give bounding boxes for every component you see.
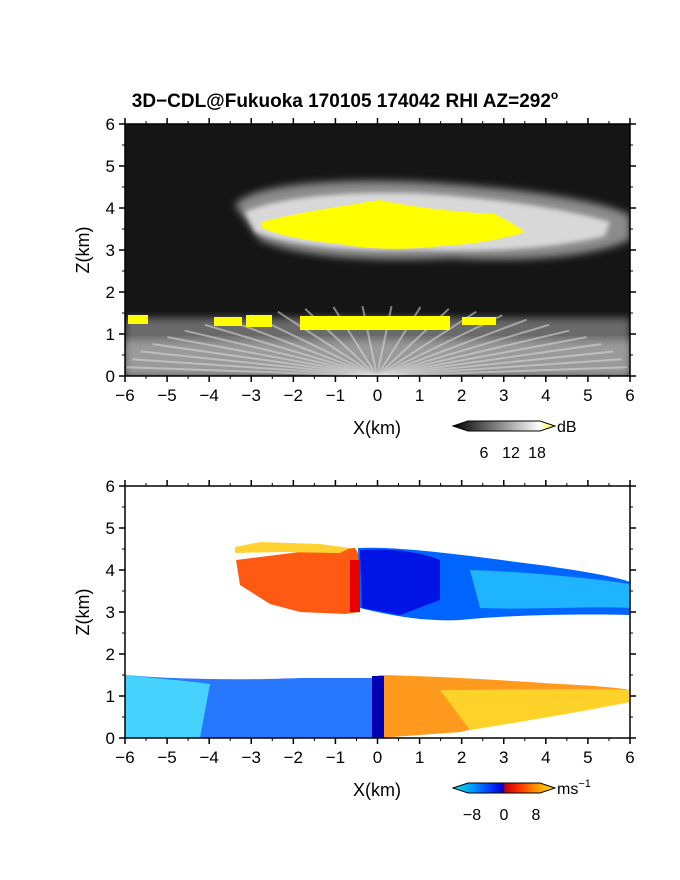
- colorbar-tick: 0: [500, 807, 509, 824]
- x-tick-label: −4: [199, 748, 218, 767]
- x-tick-label: 6: [625, 386, 634, 405]
- x-tick-label: 3: [499, 386, 508, 405]
- y-tick-label: 3: [106, 241, 115, 260]
- y-tick-label: 3: [106, 603, 115, 622]
- scan-ray: [152, 343, 378, 376]
- upper-negative-core: [360, 549, 440, 615]
- saturated-lower: [214, 317, 242, 326]
- x-tick-label: 5: [583, 748, 592, 767]
- x-tick-label: −6: [115, 386, 134, 405]
- x-tick-label: −6: [115, 748, 134, 767]
- y-tick-label: 2: [106, 645, 115, 664]
- upper-positive-velocity: [236, 548, 362, 614]
- y-tick-label: 6: [106, 115, 115, 134]
- scan-ray: [126, 366, 378, 376]
- upper-shear-line: [350, 560, 360, 612]
- scan-ray: [376, 366, 628, 376]
- lower-negative-fringe: [125, 675, 210, 738]
- colorbar-tick: 6: [480, 445, 489, 462]
- colorbar-dB: dB 6 12 18: [451, 419, 577, 462]
- scan-ray: [376, 310, 477, 376]
- zero-velocity-line: [372, 676, 384, 738]
- saturated-lower: [300, 316, 450, 330]
- y-tick-label: 0: [106, 729, 115, 748]
- colorbar-unit: ms−1: [557, 778, 591, 798]
- colorbar-unit: dB: [557, 419, 577, 436]
- colorbar-velocity-scale: [451, 782, 557, 794]
- colorbar-tick: 18: [528, 445, 546, 462]
- y-tick-label: 5: [106, 157, 115, 176]
- scan-ray: [140, 350, 378, 376]
- x-axis-label: X(km): [353, 780, 401, 800]
- scan-ray: [184, 329, 378, 376]
- x-tick-label: 2: [457, 386, 466, 405]
- scan-ray: [251, 314, 378, 376]
- colorbar-tick: −8: [463, 807, 481, 824]
- scan-ray: [376, 343, 602, 376]
- x-tick-label: 4: [541, 748, 550, 767]
- y-tick-label: 4: [106, 561, 115, 580]
- x-tick-label: 3: [499, 748, 508, 767]
- scan-ray: [376, 314, 503, 376]
- x-tick-label: 4: [541, 386, 550, 405]
- y-axis-label: Z(km): [73, 589, 93, 636]
- y-tick-label: 4: [106, 199, 115, 218]
- scan-ray: [376, 329, 570, 376]
- scan-ray: [376, 358, 622, 376]
- scan-ray: [376, 323, 550, 376]
- scan-ray: [226, 318, 378, 376]
- axes-bottom: −6 −5 −4 −3 −2 −1 0 1 2 3 4 5 6 0 1 2 3 4 5 6: [106, 477, 636, 767]
- y-tick-label: 2: [106, 283, 115, 302]
- x-tick-label: 6: [625, 748, 634, 767]
- scan-ray: [132, 358, 378, 376]
- y-tick-label: 0: [106, 367, 115, 386]
- reflectivity-field: [125, 124, 630, 376]
- scan-ray: [376, 318, 528, 376]
- colorbar-velocity: ms−1 −8 0 8: [451, 778, 591, 824]
- lower-positive-fringe: [440, 689, 630, 730]
- saturated-upper: [262, 200, 525, 249]
- y-tick-label: 6: [106, 477, 115, 496]
- upper-negative-fringe: [470, 570, 630, 609]
- y-tick-label: 1: [106, 325, 115, 344]
- x-tick-label: −5: [157, 748, 176, 767]
- x-tick-label: −1: [326, 386, 345, 405]
- x-tick-label: 5: [583, 386, 592, 405]
- x-tick-label: 1: [415, 748, 424, 767]
- x-tick-label: −3: [242, 386, 261, 405]
- scan-ray: [167, 336, 378, 376]
- x-tick-label: −1: [326, 748, 345, 767]
- y-axis-label: Z(km): [73, 227, 93, 274]
- colorbar-dB-scale: [451, 420, 557, 432]
- x-tick-label: 1: [415, 386, 424, 405]
- scan-ray: [376, 350, 614, 376]
- scan-ray: [204, 323, 378, 376]
- x-tick-label: −5: [157, 386, 176, 405]
- scan-ray: [277, 310, 378, 376]
- x-tick-label: −3: [242, 748, 261, 767]
- x-tick-label: −4: [199, 386, 218, 405]
- saturated-lower: [246, 315, 272, 327]
- velocity-field: [125, 486, 630, 738]
- y-tick-label: 5: [106, 519, 115, 538]
- x-tick-label: 0: [373, 748, 382, 767]
- axes-top: −6 −5 −4 −3 −2 −1 0 1 2 3 4 5 6 0 1 2 3 4 5 6: [106, 115, 636, 405]
- scan-ray: [376, 336, 587, 376]
- saturated-lower: [128, 315, 148, 324]
- upper-positive-fringe: [235, 542, 350, 553]
- x-tick-label: 0: [373, 386, 382, 405]
- y-tick-label: 1: [106, 687, 115, 706]
- x-tick-label: 2: [457, 748, 466, 767]
- saturated-lower: [462, 317, 496, 325]
- colorbar-tick: 12: [502, 445, 520, 462]
- x-axis-label: X(km): [353, 418, 401, 438]
- colorbar-tick: 8: [532, 807, 541, 824]
- chart-title: 3D−CDL@Fukuoka 170105 174042 RHI AZ=292o: [132, 88, 559, 112]
- x-tick-label: −2: [284, 748, 303, 767]
- x-tick-label: −2: [284, 386, 303, 405]
